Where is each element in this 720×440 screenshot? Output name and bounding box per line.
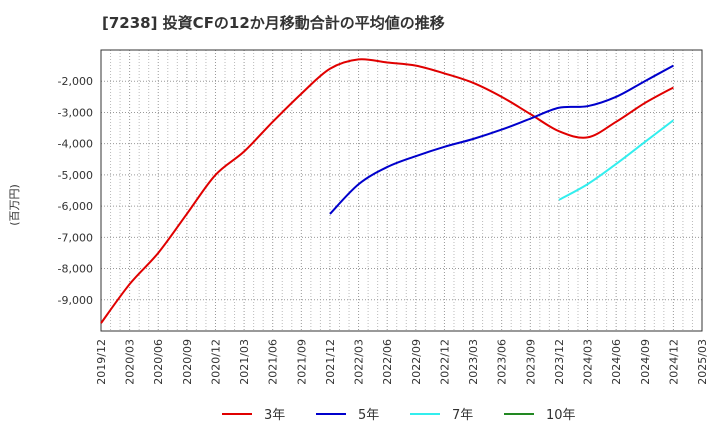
series-line-2 <box>558 119 674 201</box>
plot-area: -2,000 -3,000 -4,000 -5,000 -6,000 -7,000 -8,0… <box>58 49 709 385</box>
chart-title: [7238] 投資CFの12か月移動合計の平均値の推移 <box>102 14 445 32</box>
legend: 3年 5年 7年 10年 <box>222 408 576 423</box>
legend-label-3: 10年 <box>546 408 576 423</box>
y-tick-label: -9,000 <box>58 294 93 307</box>
y-tick-label: -6,000 <box>58 200 93 213</box>
x-tick-label: 2024/03 <box>582 339 595 385</box>
x-tick-label: 2024/12 <box>667 339 680 385</box>
y-tick-label: -7,000 <box>58 231 93 244</box>
series-line-0 <box>100 58 674 324</box>
x-tick-label: 2021/03 <box>238 339 251 385</box>
x-tick-label: 2021/09 <box>295 339 308 385</box>
x-tick-label: 2025/03 <box>696 339 709 385</box>
x-tick-label: 2023/06 <box>496 339 509 385</box>
y-tick-label: -5,000 <box>58 169 93 182</box>
x-tick-label: 2019/12 <box>95 339 108 385</box>
legend-label-0: 3年 <box>264 408 285 423</box>
y-tick-label: -2,000 <box>58 75 93 88</box>
x-tick-label: 2023/09 <box>524 339 537 385</box>
legend-label-1: 5年 <box>358 408 379 423</box>
x-tick-label: 2022/03 <box>353 339 366 385</box>
x-tick-label: 2024/06 <box>610 339 623 385</box>
legend-label-2: 7年 <box>452 408 473 423</box>
x-tick-label: 2023/12 <box>553 339 566 385</box>
y-tick-label: -4,000 <box>58 138 93 151</box>
x-tick-label: 2021/12 <box>324 339 337 385</box>
x-tick-label: 2020/06 <box>152 339 165 385</box>
x-tick-label: 2020/09 <box>181 339 194 385</box>
x-tick-label: 2021/06 <box>267 339 280 385</box>
x-tick-label: 2023/03 <box>467 339 480 385</box>
x-tick-label: 2024/09 <box>639 339 652 385</box>
x-tick-label: 2022/06 <box>381 339 394 385</box>
x-tick-label: 2022/12 <box>438 339 451 385</box>
y-axis-unit-label: (百万円) <box>8 184 21 226</box>
series-line-1 <box>329 64 674 215</box>
plot-frame <box>100 49 703 332</box>
y-tick-label: -3,000 <box>58 106 93 119</box>
y-tick-label: -8,000 <box>58 263 93 276</box>
x-tick-label: 2020/12 <box>209 339 222 385</box>
x-tick-label: 2020/03 <box>124 339 137 385</box>
x-tick-label: 2022/09 <box>410 339 423 385</box>
